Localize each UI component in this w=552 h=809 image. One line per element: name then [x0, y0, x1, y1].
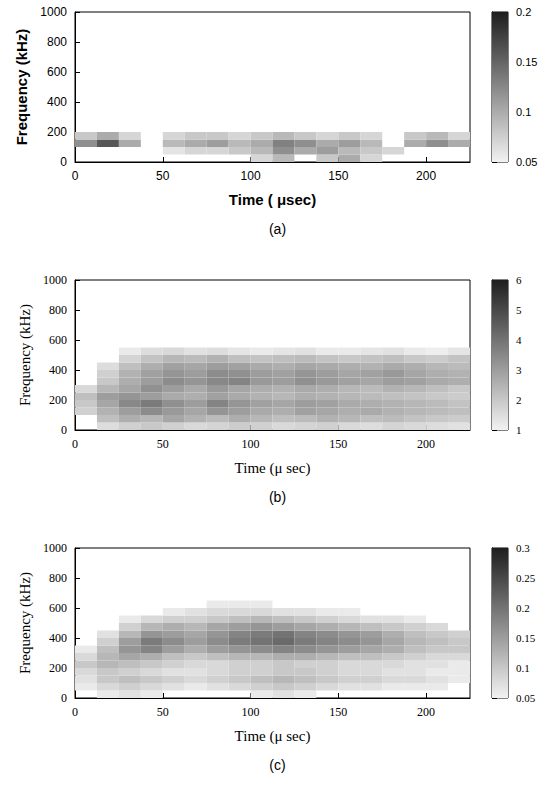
svg-text:0.3: 0.3	[516, 542, 530, 554]
svg-text:(b): (b)	[269, 489, 286, 505]
svg-text:(c): (c)	[269, 757, 285, 773]
svg-text:200: 200	[417, 705, 435, 719]
svg-text:100: 100	[241, 169, 261, 183]
svg-text:0.25: 0.25	[516, 572, 536, 584]
svg-text:50: 50	[157, 705, 169, 719]
svg-text:150: 150	[328, 169, 348, 183]
svg-text:Time ( μsec): Time ( μsec)	[229, 191, 316, 208]
svg-text:100: 100	[242, 705, 260, 719]
svg-text:400: 400	[47, 95, 67, 109]
svg-text:0.1: 0.1	[516, 662, 530, 674]
svg-text:150: 150	[329, 705, 347, 719]
svg-text:6: 6	[516, 274, 522, 286]
svg-text:0.15: 0.15	[516, 56, 537, 68]
svg-text:1000: 1000	[43, 541, 67, 555]
svg-text:0: 0	[60, 155, 67, 169]
svg-text:800: 800	[49, 571, 67, 585]
svg-text:Frequency (kHz): Frequency (kHz)	[13, 29, 30, 146]
svg-text:200: 200	[49, 393, 67, 407]
svg-text:150: 150	[329, 437, 347, 451]
svg-text:0.05: 0.05	[516, 156, 537, 168]
svg-text:Time (μ sec): Time (μ sec)	[235, 460, 311, 477]
svg-text:0: 0	[61, 691, 67, 705]
svg-text:50: 50	[156, 169, 170, 183]
svg-text:0.2: 0.2	[516, 6, 531, 18]
svg-text:5: 5	[516, 304, 522, 316]
svg-text:(a): (a)	[269, 221, 286, 237]
svg-text:50: 50	[157, 437, 169, 451]
svg-text:200: 200	[417, 437, 435, 451]
svg-text:0: 0	[61, 423, 67, 437]
svg-text:0.05: 0.05	[516, 692, 536, 704]
svg-text:600: 600	[49, 601, 67, 615]
svg-text:100: 100	[242, 437, 260, 451]
svg-text:2: 2	[516, 394, 522, 406]
svg-text:3: 3	[516, 364, 522, 376]
svg-text:400: 400	[49, 631, 67, 645]
svg-text:0.2: 0.2	[516, 602, 530, 614]
svg-text:200: 200	[49, 661, 67, 675]
svg-text:600: 600	[49, 333, 67, 347]
svg-text:0.15: 0.15	[516, 632, 536, 644]
svg-text:800: 800	[47, 35, 67, 49]
svg-text:0: 0	[72, 169, 79, 183]
svg-text:200: 200	[416, 169, 436, 183]
svg-text:Frequency (kHz): Frequency (kHz)	[17, 304, 34, 406]
svg-text:4: 4	[516, 334, 522, 346]
svg-text:0: 0	[72, 437, 78, 451]
svg-text:200: 200	[47, 125, 67, 139]
svg-text:600: 600	[47, 65, 67, 79]
svg-text:Frequency (kHz): Frequency (kHz)	[17, 572, 34, 674]
svg-text:1000: 1000	[40, 5, 67, 19]
svg-text:Time (μ sec): Time (μ sec)	[235, 728, 311, 745]
svg-text:0: 0	[72, 705, 78, 719]
svg-text:800: 800	[49, 303, 67, 317]
svg-text:1: 1	[516, 424, 522, 436]
svg-text:0.1: 0.1	[516, 106, 531, 118]
svg-text:400: 400	[49, 363, 67, 377]
svg-text:1000: 1000	[43, 273, 67, 287]
